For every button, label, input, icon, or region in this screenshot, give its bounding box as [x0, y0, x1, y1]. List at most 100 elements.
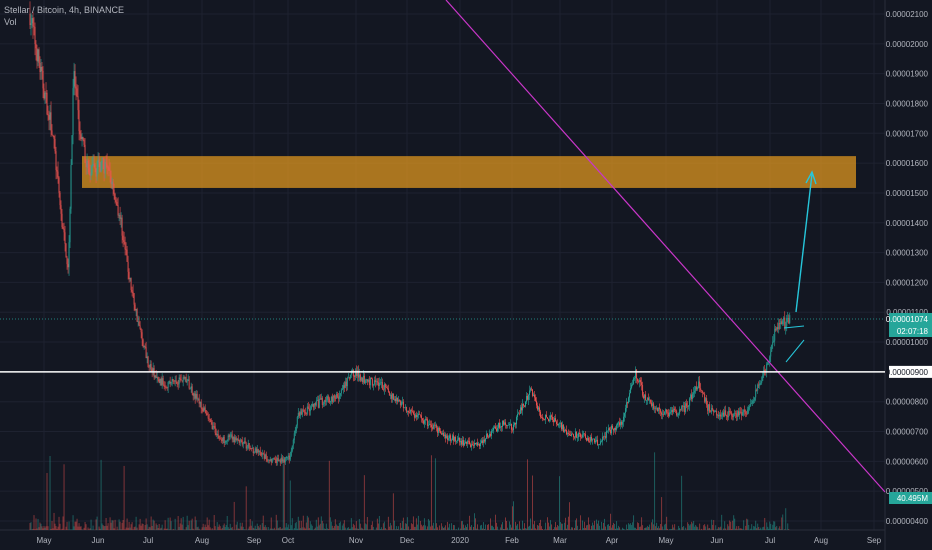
volume-bar: [747, 519, 749, 530]
time-axis-tick-label: Sep: [867, 536, 882, 545]
volume-indicator-label[interactable]: Vol: [4, 17, 17, 27]
candle-body: [563, 424, 564, 432]
candle-body: [356, 370, 358, 376]
volume-bar: [297, 516, 299, 530]
volume-bar: [769, 521, 771, 530]
candle-body: [416, 415, 418, 417]
candle-body: [751, 403, 753, 404]
candle-body: [757, 384, 759, 391]
volume-bar: [307, 517, 309, 530]
candle-body: [166, 387, 168, 389]
volume-bar: [419, 520, 421, 530]
volume-bar: [528, 526, 529, 530]
candle-body: [415, 414, 417, 417]
volume-bar: [720, 526, 722, 530]
time-axis-tick-label: Jun: [711, 536, 724, 545]
candle-body: [206, 413, 208, 416]
volume-bar: [279, 527, 281, 530]
candle-body: [145, 347, 147, 359]
volume-bar: [623, 528, 625, 530]
volume-bar: [584, 521, 586, 530]
volume-bar: [327, 529, 329, 530]
volume-bar: [78, 523, 80, 530]
candle-body: [202, 408, 204, 412]
candle-body: [91, 165, 93, 174]
candle-body: [355, 370, 357, 376]
candle-body: [701, 390, 703, 391]
candle-body: [125, 249, 127, 251]
candle-body: [474, 442, 476, 445]
candle-body: [226, 440, 228, 442]
candle-body: [483, 439, 484, 443]
volume-bar: [761, 529, 763, 530]
candle-body: [572, 433, 573, 435]
volume-bar: [536, 529, 537, 530]
symbol-title[interactable]: Stellar / Bitcoin, 4h, BINANCE: [4, 5, 125, 15]
volume-bar: [538, 525, 539, 530]
candle-body: [176, 381, 178, 384]
candle-body: [386, 387, 388, 389]
volume-bar: [397, 526, 399, 530]
volume-bar: [362, 529, 364, 530]
candle-body: [618, 422, 620, 424]
volume-bar: [601, 521, 603, 530]
pattern-line-top: [783, 325, 805, 329]
candle-body: [640, 380, 642, 383]
candle-body: [174, 380, 176, 382]
volume-bar: [685, 527, 687, 530]
volume-bar: [567, 524, 568, 530]
volume-bar: [427, 519, 429, 530]
volume-bar: [737, 529, 739, 530]
volume-bar: [409, 529, 411, 530]
volume-bar: [333, 526, 335, 530]
candle-body: [168, 381, 170, 383]
volume-bar: [361, 528, 363, 530]
volume-bar: [270, 517, 272, 530]
volume-bar: [105, 518, 107, 530]
volume-bar: [163, 528, 165, 530]
candle-body: [725, 410, 727, 415]
volume-bar: [764, 517, 766, 530]
volume-bar: [417, 515, 419, 530]
candle-body: [156, 376, 158, 378]
volume-bar: [202, 523, 204, 530]
volume-bar: [624, 529, 626, 530]
volume-bar: [640, 526, 642, 530]
volume-bar: [119, 521, 121, 530]
volume-bar: [331, 525, 333, 530]
volume-bar: [103, 526, 105, 530]
candle-body: [185, 377, 187, 383]
candle-body: [208, 418, 210, 420]
candle-body: [396, 397, 398, 402]
candle-body: [60, 205, 62, 214]
volume-bar: [134, 526, 136, 530]
candle-body: [766, 363, 768, 373]
candle-body: [283, 459, 285, 463]
volume-bar: [428, 520, 430, 530]
candle-body: [182, 377, 184, 382]
candle-body: [785, 326, 787, 329]
candle-body: [447, 438, 449, 440]
volume-bar: [739, 528, 741, 530]
candle-body: [114, 193, 116, 201]
candle-body: [361, 377, 363, 383]
candle-body: [691, 394, 693, 400]
volume-bar: [674, 524, 676, 530]
candle-body: [576, 431, 577, 438]
projection-arrow-line: [795, 173, 813, 313]
volume-bar: [770, 523, 772, 530]
volume-bar: [257, 526, 259, 530]
candle-body: [559, 423, 560, 425]
candle-body: [274, 458, 276, 461]
candle-body: [552, 416, 553, 420]
volume-bar: [475, 528, 477, 530]
candle-body: [746, 414, 748, 415]
candle-body: [300, 411, 302, 415]
candle-body: [774, 328, 776, 341]
volume-bar: [311, 525, 313, 530]
volume-bar: [72, 515, 74, 530]
volume-bar: [238, 528, 240, 530]
candle-body: [139, 325, 141, 329]
volume-bar: [58, 516, 60, 530]
